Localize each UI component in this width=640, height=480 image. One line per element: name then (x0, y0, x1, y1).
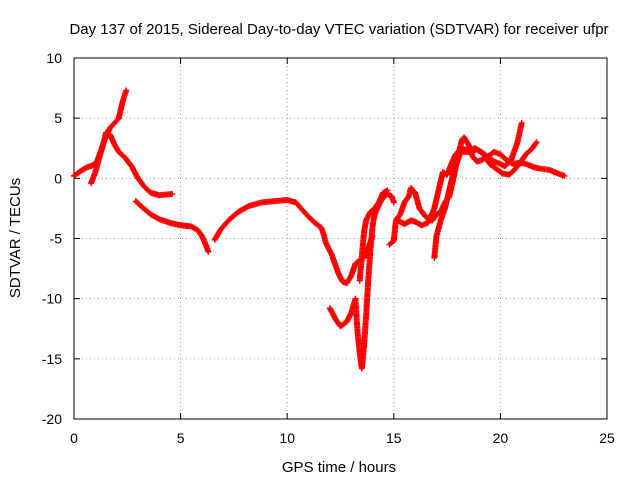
ticks: 0 5 10 15 20 25 -20 -15 -10 -5 0 5 10 (42, 50, 615, 446)
series-1 (88, 129, 176, 199)
y-tick-label: 10 (46, 50, 62, 66)
y-tick-label: -5 (50, 231, 63, 247)
x-tick-label: 20 (493, 430, 509, 446)
y-tick-label: 5 (54, 110, 62, 126)
series-1-markers (88, 129, 176, 199)
plot-frame (73, 57, 608, 420)
series-2 (132, 198, 212, 255)
y-tick-label: -20 (42, 411, 62, 427)
y-tick-label: -15 (42, 351, 62, 367)
x-tick-label: 5 (177, 430, 185, 446)
series-3-markers (211, 197, 376, 286)
x-tick-label: 15 (386, 430, 402, 446)
series-2-markers (132, 198, 212, 255)
series-6 (386, 120, 525, 248)
series-4-markers (326, 191, 397, 372)
series-6-markers (386, 120, 525, 248)
y-tick-label: 0 (54, 170, 62, 186)
y-tick-label: -10 (42, 291, 62, 307)
series-4 (326, 191, 397, 372)
series-5-markers (356, 187, 391, 284)
series-3 (211, 197, 376, 286)
series-8 (431, 145, 568, 261)
x-tick-label: 25 (599, 430, 615, 446)
grid (74, 58, 607, 419)
series-5 (356, 187, 391, 284)
x-axis-label: GPS time / hours (282, 459, 396, 476)
series-8-markers (431, 145, 568, 261)
y-axis-label: SDTVAR / TECUs (7, 178, 24, 298)
data-marks (71, 87, 568, 372)
x-tick-label: 10 (279, 430, 295, 446)
x-tick-label: 0 (70, 430, 78, 446)
chart-title: Day 137 of 2015, Sidereal Day-to-day VTE… (69, 21, 608, 38)
